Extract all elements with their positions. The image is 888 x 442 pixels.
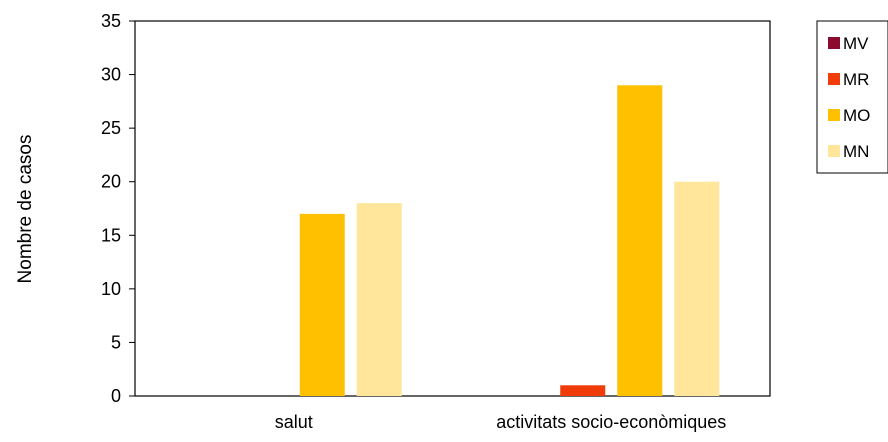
y-tick-label: 15 bbox=[101, 225, 121, 245]
legend-swatch-mn bbox=[828, 145, 840, 157]
bar-mn-0 bbox=[356, 203, 402, 396]
legend-swatch-mr bbox=[828, 73, 840, 85]
y-tick-label: 30 bbox=[101, 65, 121, 85]
y-axis-title: Nombre de casos bbox=[15, 135, 36, 284]
bar-mo-0 bbox=[299, 213, 345, 396]
legend-label-mv: MV bbox=[843, 34, 869, 53]
y-tick-label: 0 bbox=[111, 386, 121, 406]
legend-swatch-mo bbox=[828, 109, 840, 121]
bar-mr-1 bbox=[560, 385, 606, 396]
bar-mn-1 bbox=[674, 181, 720, 396]
legend-label-mo: MO bbox=[843, 106, 870, 125]
plot-frame bbox=[134, 20, 771, 397]
x-tick-label: activitats socio-econòmiques bbox=[496, 412, 726, 432]
bar-mo-1 bbox=[617, 85, 663, 397]
x-tick-label: salut bbox=[275, 412, 313, 432]
legend-label-mn: MN bbox=[843, 142, 869, 161]
legend: MV MR MO MN bbox=[816, 20, 888, 174]
legend-label-mr: MR bbox=[843, 70, 869, 89]
y-tick-label: 35 bbox=[101, 11, 121, 31]
legend-swatch-mv bbox=[828, 37, 840, 49]
y-tick-label: 10 bbox=[101, 279, 121, 299]
y-tick-label: 20 bbox=[101, 172, 121, 192]
y-tick-label: 5 bbox=[111, 332, 121, 352]
y-tick-label: 25 bbox=[101, 118, 121, 138]
plot-area: 0 5 10 15 20 25 30 35 salut activitats socio-econ… bbox=[101, 11, 771, 432]
